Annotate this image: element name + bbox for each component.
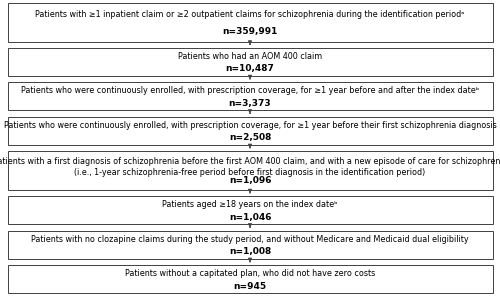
Text: n=10,487: n=10,487 [226,65,274,73]
Text: Patients who were continuously enrolled, with prescription coverage, for ≥1 year: Patients who were continuously enrolled,… [21,86,479,95]
Text: Patients who had an AOM 400 claim: Patients who had an AOM 400 claim [178,52,322,61]
Text: n=1,008: n=1,008 [229,247,271,256]
Text: n=1,046: n=1,046 [229,213,271,222]
Bar [8,82,492,110]
Text: n=945: n=945 [234,282,266,291]
Bar [8,117,492,145]
Text: n=1,096: n=1,096 [229,176,271,185]
Bar [8,196,492,224]
Text: Patients with a first diagnosis of schizophrenia before the first AOM 400 claim,: Patients with a first diagnosis of schiz… [0,157,500,166]
Text: Patients who were continuously enrolled, with prescription coverage, for ≥1 year: Patients who were continuously enrolled,… [4,120,496,130]
Text: n=359,991: n=359,991 [222,27,278,36]
Bar [8,151,492,190]
Text: Patients aged ≥18 years on the index dateᵇ: Patients aged ≥18 years on the index dat… [162,200,338,209]
Text: Patients without a capitated plan, who did not have zero costs: Patients without a capitated plan, who d… [125,269,375,278]
Text: Patients with ≥1 inpatient claim or ≥2 outpatient claims for schizophrenia durin: Patients with ≥1 inpatient claim or ≥2 o… [36,10,465,19]
Bar [8,3,492,41]
Bar [8,48,492,76]
Bar [8,265,492,293]
Bar [8,231,492,259]
Text: (i.e., 1-year schizophrenia-free period before first diagnosis in the identifica: (i.e., 1-year schizophrenia-free period … [74,168,426,177]
Text: Patients with no clozapine claims during the study period, and without Medicare : Patients with no clozapine claims during… [31,235,469,244]
Text: n=2,508: n=2,508 [229,133,271,142]
Text: n=3,373: n=3,373 [228,99,272,108]
